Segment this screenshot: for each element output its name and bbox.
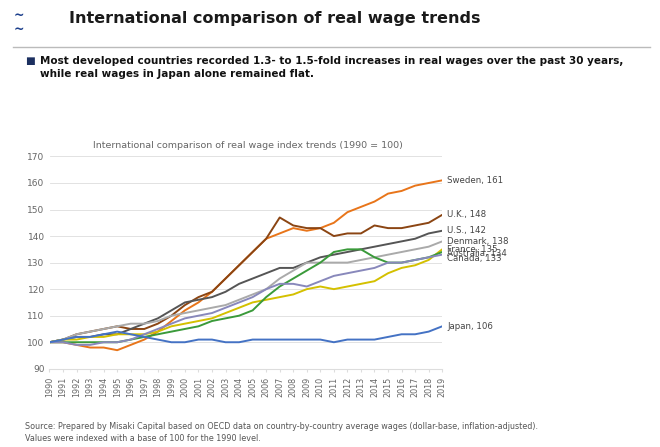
Text: while real wages in Japan alone remained flat.: while real wages in Japan alone remained… [40,69,314,79]
Text: U.K., 148: U.K., 148 [447,211,486,219]
Text: ■: ■ [25,56,35,66]
Text: France, 135: France, 135 [447,245,498,254]
Text: Sweden, 161: Sweden, 161 [447,176,504,185]
Text: Most developed countries recorded 1.3- to 1.5-fold increases in real wages over : Most developed countries recorded 1.3- t… [40,56,623,66]
Text: Denmark, 138: Denmark, 138 [447,237,509,246]
Text: U.S., 142: U.S., 142 [447,226,486,235]
Text: ~
~: ~ ~ [13,9,24,36]
Text: Values were indexed with a base of 100 for the 1990 level.: Values were indexed with a base of 100 f… [25,434,261,443]
Text: Australia, 134: Australia, 134 [447,249,508,258]
Text: Japan, 106: Japan, 106 [447,322,494,331]
Text: International comparison of real wage trends: International comparison of real wage tr… [69,11,480,26]
Text: Source: Prepared by Misaki Capital based on OECD data on country-by-country aver: Source: Prepared by Misaki Capital based… [25,422,538,431]
Text: International comparison of real wage index trends (1990 = 100): International comparison of real wage in… [92,141,403,150]
Text: Canada, 133: Canada, 133 [447,254,502,263]
